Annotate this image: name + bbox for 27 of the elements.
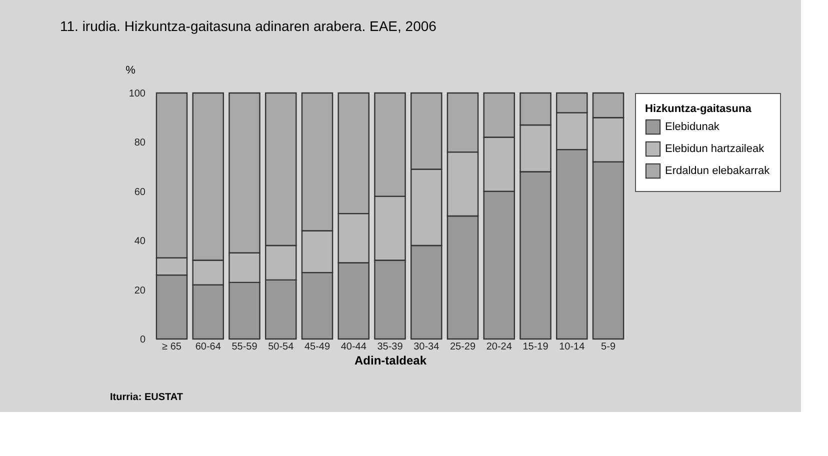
y-tick-label: 40 (134, 236, 146, 248)
x-tick-label: 25-29 (450, 342, 476, 352)
legend-label: Elebidunak (665, 121, 720, 133)
x-tick-label: 5-9 (601, 342, 616, 352)
chart-title: 11. irudia. Hizkuntza-gaitasuna adinaren arabera. EAE, 2006 (60, 18, 437, 34)
y-axis-title: % (126, 64, 136, 76)
x-tick-label: 20-24 (486, 342, 512, 352)
legend-label: Erdaldun elebakarrak (665, 165, 770, 177)
x-tick-label: 15-19 (522, 342, 549, 352)
x-tick-label: 50-54 (268, 342, 294, 352)
x-axis-title: Adin-taldeak (354, 354, 427, 368)
y-tick-label: 0 (140, 334, 146, 346)
x-tick-label: 10-14 (559, 342, 586, 352)
legend-label: Elebidun hartzaileak (665, 143, 765, 155)
x-tick-label: ≥ 65 (162, 342, 182, 352)
x-tick-label: 55-59 (232, 342, 258, 352)
x-tick-label: 35-39 (377, 342, 404, 352)
x-tick-label: 45-49 (304, 342, 330, 352)
y-tick-label: 100 (128, 88, 146, 100)
x-tick-label: 40-44 (340, 342, 367, 352)
legend-title: Hizkuntza-gaitasuna (645, 103, 752, 115)
y-tick-label: 60 (134, 186, 146, 198)
y-tick-label: 80 (134, 138, 146, 149)
x-tick-label: 30-34 (414, 342, 440, 352)
text: Iturria: EUSTAT (110, 392, 183, 403)
y-tick-label: 20 (134, 285, 146, 296)
x-tick-label: 60-64 (195, 342, 222, 352)
